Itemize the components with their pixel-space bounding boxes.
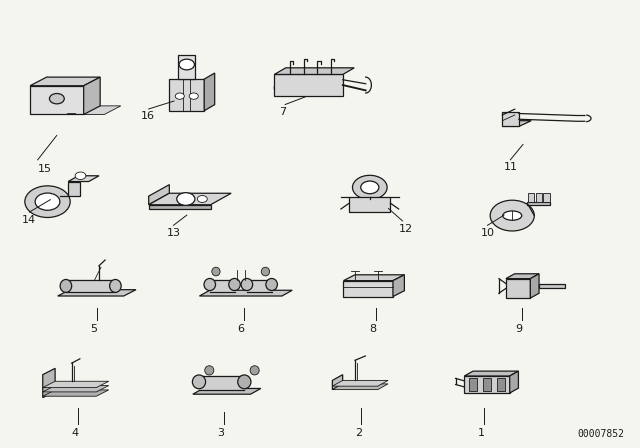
Ellipse shape [250,366,259,375]
Polygon shape [506,274,539,279]
Polygon shape [148,205,211,209]
Polygon shape [30,106,121,115]
Polygon shape [170,79,204,111]
Text: 6: 6 [237,323,244,334]
Polygon shape [528,193,534,202]
Polygon shape [275,68,355,74]
Polygon shape [43,381,109,388]
Circle shape [25,186,70,217]
Circle shape [49,94,64,104]
Ellipse shape [205,366,214,375]
Ellipse shape [204,279,216,291]
Ellipse shape [212,267,220,276]
Polygon shape [332,380,388,386]
Polygon shape [506,279,531,298]
Circle shape [179,59,195,70]
Polygon shape [502,112,519,126]
Polygon shape [199,376,244,390]
Polygon shape [502,121,531,126]
Text: 16: 16 [141,111,155,121]
Polygon shape [178,55,195,79]
Polygon shape [349,198,390,212]
Polygon shape [344,280,393,297]
Polygon shape [148,193,231,205]
Text: 13: 13 [166,228,180,238]
Text: 10: 10 [481,228,495,238]
Polygon shape [465,371,518,376]
Polygon shape [58,290,136,296]
Polygon shape [210,280,234,292]
Ellipse shape [266,279,277,291]
Text: 15: 15 [38,164,52,174]
Circle shape [35,193,60,210]
Ellipse shape [193,375,205,389]
Polygon shape [247,280,271,292]
Circle shape [490,200,534,231]
Ellipse shape [261,267,269,276]
Circle shape [177,193,195,205]
Text: 3: 3 [217,427,224,438]
Ellipse shape [502,211,522,220]
Polygon shape [469,379,477,391]
Circle shape [75,172,86,180]
Polygon shape [43,390,109,396]
Circle shape [189,93,198,99]
Polygon shape [30,77,100,86]
Circle shape [197,195,207,202]
Polygon shape [536,193,542,202]
Polygon shape [531,274,539,298]
Text: 1: 1 [477,427,484,438]
Text: 12: 12 [399,224,413,234]
Polygon shape [43,386,109,392]
Polygon shape [539,284,565,289]
Text: 11: 11 [504,162,518,172]
Text: 9: 9 [515,323,522,334]
Polygon shape [527,202,550,205]
Polygon shape [68,181,81,196]
Polygon shape [66,280,115,292]
Circle shape [353,175,387,199]
Polygon shape [344,275,404,280]
Polygon shape [332,384,388,390]
Polygon shape [30,86,84,115]
Polygon shape [148,185,170,205]
Text: 00007852: 00007852 [577,429,625,439]
Polygon shape [543,193,550,202]
Polygon shape [393,275,404,297]
Ellipse shape [237,375,251,389]
Circle shape [175,93,184,99]
Ellipse shape [228,279,240,291]
Polygon shape [84,77,100,115]
Circle shape [361,181,379,194]
Polygon shape [332,375,342,390]
Polygon shape [509,371,518,393]
Text: 5: 5 [90,323,97,334]
Ellipse shape [109,280,121,293]
Text: 2: 2 [355,427,362,438]
Polygon shape [200,290,292,296]
Polygon shape [275,74,343,96]
Polygon shape [497,379,505,391]
Text: 7: 7 [279,107,286,117]
Polygon shape [483,379,492,391]
Polygon shape [43,368,55,398]
Polygon shape [204,73,214,111]
Polygon shape [68,176,99,181]
Text: 14: 14 [22,215,36,225]
Ellipse shape [60,280,72,293]
Text: 8: 8 [369,323,376,334]
Ellipse shape [241,279,253,291]
Text: 4: 4 [71,427,79,438]
Polygon shape [193,388,261,394]
Ellipse shape [275,80,289,96]
Polygon shape [465,376,509,393]
